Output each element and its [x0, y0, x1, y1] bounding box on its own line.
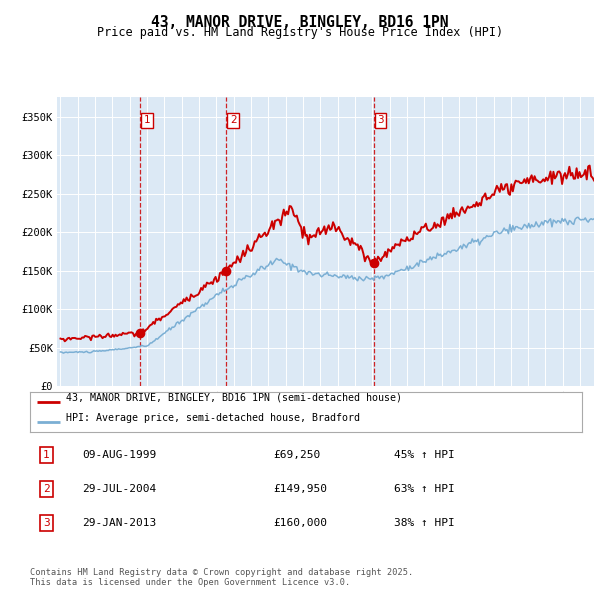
Text: 1: 1: [43, 450, 50, 460]
Text: 3: 3: [377, 116, 384, 126]
Text: 38% ↑ HPI: 38% ↑ HPI: [394, 519, 455, 528]
Text: 2: 2: [230, 116, 236, 126]
Text: 09-AUG-1999: 09-AUG-1999: [82, 450, 157, 460]
Text: £160,000: £160,000: [273, 519, 327, 528]
Text: HPI: Average price, semi-detached house, Bradford: HPI: Average price, semi-detached house,…: [66, 412, 360, 422]
Text: 63% ↑ HPI: 63% ↑ HPI: [394, 484, 455, 494]
Text: 3: 3: [43, 519, 50, 528]
Text: 29-JAN-2013: 29-JAN-2013: [82, 519, 157, 528]
Text: 2: 2: [43, 484, 50, 494]
Text: 45% ↑ HPI: 45% ↑ HPI: [394, 450, 455, 460]
Text: Contains HM Land Registry data © Crown copyright and database right 2025.
This d: Contains HM Land Registry data © Crown c…: [30, 568, 413, 587]
Text: Price paid vs. HM Land Registry's House Price Index (HPI): Price paid vs. HM Land Registry's House …: [97, 26, 503, 39]
Text: 29-JUL-2004: 29-JUL-2004: [82, 484, 157, 494]
Text: 43, MANOR DRIVE, BINGLEY, BD16 1PN (semi-detached house): 43, MANOR DRIVE, BINGLEY, BD16 1PN (semi…: [66, 392, 402, 402]
Text: £69,250: £69,250: [273, 450, 320, 460]
Text: 1: 1: [143, 116, 150, 126]
Text: 43, MANOR DRIVE, BINGLEY, BD16 1PN: 43, MANOR DRIVE, BINGLEY, BD16 1PN: [151, 15, 449, 30]
Text: £149,950: £149,950: [273, 484, 327, 494]
